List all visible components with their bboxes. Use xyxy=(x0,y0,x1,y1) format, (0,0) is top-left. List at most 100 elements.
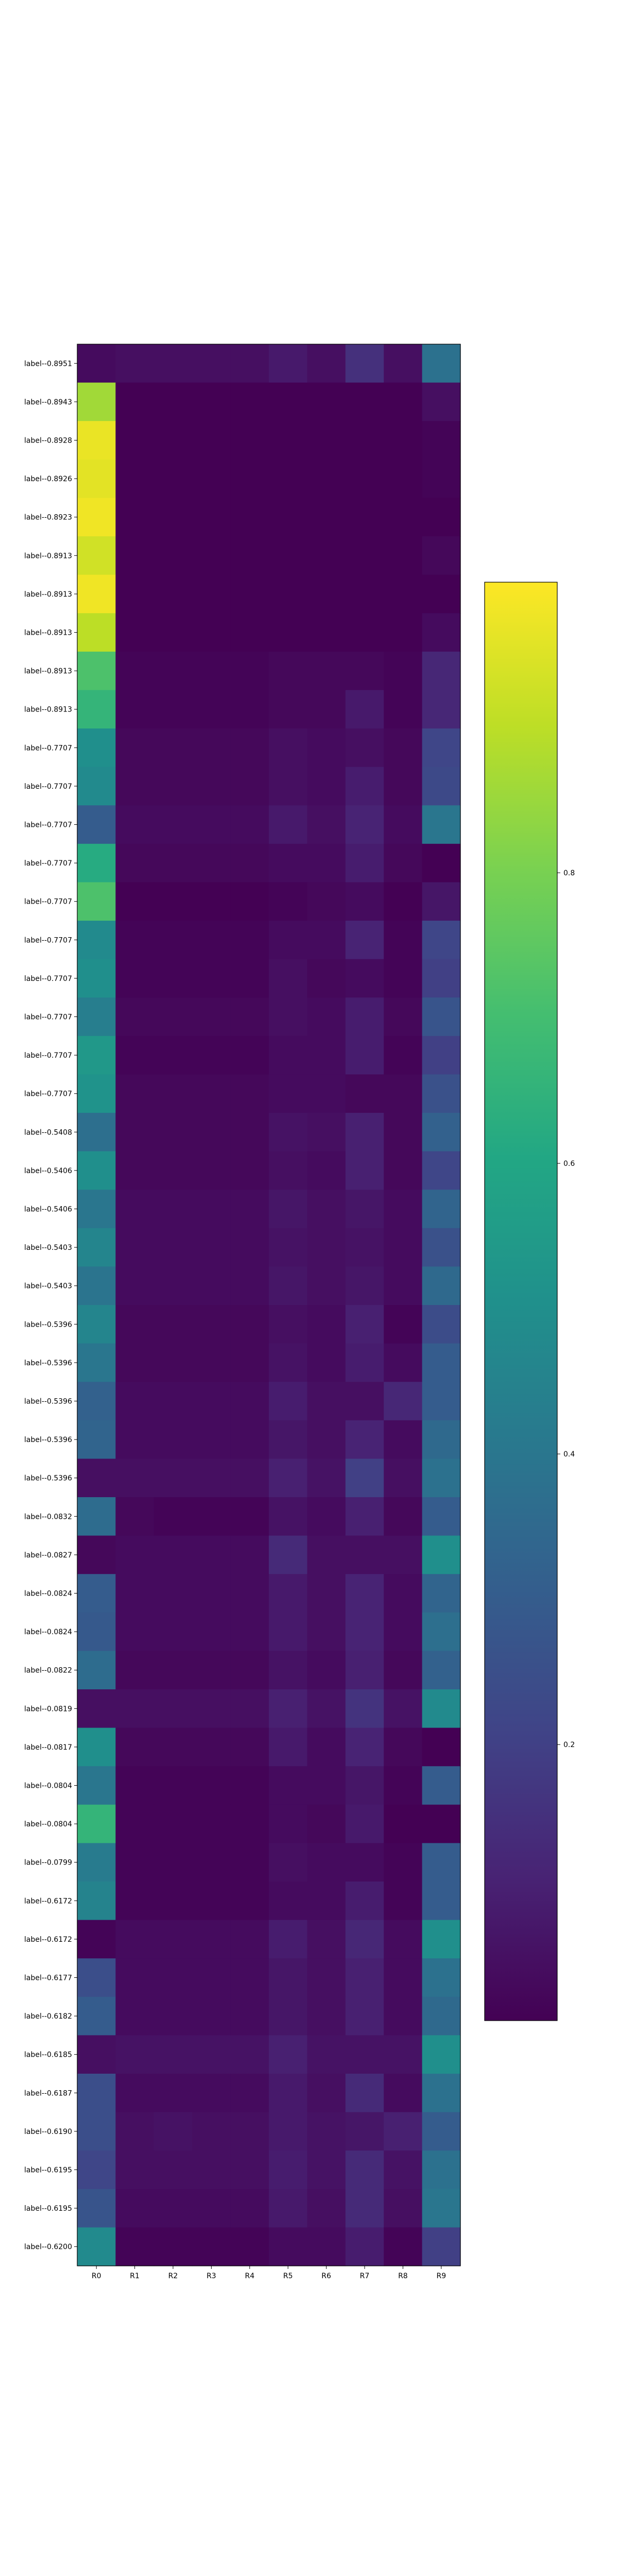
heatmap-cell xyxy=(153,2074,193,2113)
heatmap-cell xyxy=(77,1958,116,1997)
row-tick-label: label--0.0827 xyxy=(24,1551,72,1560)
heatmap-cell xyxy=(115,2227,154,2266)
heatmap-cell xyxy=(422,882,461,921)
heatmap-cell xyxy=(307,1036,346,1075)
heatmap-cell xyxy=(230,1612,269,1651)
heatmap-cell xyxy=(115,651,154,690)
plot-area-frame xyxy=(77,344,461,2266)
heatmap-cell xyxy=(192,767,231,806)
heatmap-cell xyxy=(77,690,116,729)
heatmap-cell xyxy=(192,2074,231,2113)
heatmap-cell xyxy=(115,613,154,652)
row-tick-label: label--0.6187 xyxy=(24,2089,72,2097)
heatmap-cell xyxy=(115,421,154,460)
row-tick-label: label--0.8913 xyxy=(24,667,72,675)
heatmap-cell xyxy=(345,843,384,883)
heatmap-cell xyxy=(422,382,461,421)
heatmap-cell xyxy=(307,1766,346,1805)
heatmap-cell xyxy=(115,459,154,498)
heatmap-cell xyxy=(345,1074,384,1113)
heatmap-cell xyxy=(230,1343,269,1382)
heatmap-cell xyxy=(115,1113,154,1152)
row-tick-label: label--0.5396 xyxy=(24,1475,72,1483)
heatmap-cell xyxy=(307,2189,346,2228)
row-tick-label: label--0.5396 xyxy=(24,1320,72,1329)
heatmap-cell xyxy=(345,2189,384,2228)
heatmap-cell xyxy=(307,767,346,806)
heatmap-cell xyxy=(422,1612,461,1651)
heatmap-cell xyxy=(307,1843,346,1882)
heatmap-cell xyxy=(153,1036,193,1075)
column-tick-label: R1 xyxy=(130,2272,140,2280)
heatmap-cell xyxy=(77,1727,116,1767)
heatmap-cell xyxy=(422,767,461,806)
heatmap-cell xyxy=(345,2150,384,2190)
heatmap-cell xyxy=(269,690,307,729)
heatmap-cell xyxy=(153,690,193,729)
heatmap-cell xyxy=(230,1882,269,1921)
heatmap-cell xyxy=(422,1843,461,1882)
column-tick-label: R7 xyxy=(360,2272,370,2280)
heatmap-cell xyxy=(192,498,231,537)
heatmap-cell xyxy=(269,2150,307,2190)
row-tick-label: label--0.7707 xyxy=(24,821,72,829)
heatmap-cell xyxy=(307,1113,346,1152)
row-tick-label: label--0.6172 xyxy=(24,1936,72,1944)
heatmap-cell xyxy=(192,1266,231,1306)
heatmap-cell xyxy=(422,2035,461,2074)
heatmap-cell xyxy=(269,613,307,652)
heatmap-cell xyxy=(307,1920,346,1959)
heatmap-cell xyxy=(230,1996,269,2036)
heatmap-cell xyxy=(153,651,193,690)
heatmap-cell xyxy=(384,767,423,806)
heatmap-cell xyxy=(345,2074,384,2113)
heatmap-cell xyxy=(345,1996,384,2036)
heatmap-cell xyxy=(269,498,307,537)
heatmap-cell xyxy=(384,1497,423,1536)
heatmap-cell xyxy=(192,805,231,844)
heatmap-cell xyxy=(422,2112,461,2151)
heatmap-cell xyxy=(269,1804,307,1843)
heatmap-cell xyxy=(422,805,461,844)
heatmap-cell xyxy=(77,344,116,383)
heatmap-cell xyxy=(422,1151,461,1190)
heatmap-cell xyxy=(230,574,269,614)
heatmap-cell xyxy=(345,1497,384,1536)
heatmap-cell xyxy=(345,382,384,421)
heatmap-cell xyxy=(422,690,461,729)
heatmap-cell xyxy=(192,1305,231,1344)
heatmap-cell xyxy=(384,882,423,921)
heatmap-cell xyxy=(384,1190,423,1229)
heatmap-cell xyxy=(422,1305,461,1344)
heatmap-cell xyxy=(422,1382,461,1421)
row-tick-label: label--0.8926 xyxy=(24,475,72,483)
row-tick-label: label--0.7707 xyxy=(24,783,72,791)
heatmap-cell xyxy=(153,1535,193,1574)
heatmap-cell xyxy=(345,1382,384,1421)
row-tick-label: label--0.6195 xyxy=(24,2166,72,2175)
heatmap-cell xyxy=(115,2074,154,2113)
heatmap-cell xyxy=(307,1459,346,1498)
heatmap-cell xyxy=(269,997,307,1037)
heatmap-cell xyxy=(269,1113,307,1152)
heatmap-cell xyxy=(384,651,423,690)
heatmap-cell xyxy=(269,2035,307,2074)
heatmap-cell xyxy=(384,997,423,1037)
heatmap-cell xyxy=(153,882,193,921)
heatmap-cell xyxy=(384,1343,423,1382)
heatmap-cell xyxy=(77,1036,116,1075)
heatmap-cell xyxy=(384,1036,423,1075)
colorbar xyxy=(484,582,558,2021)
heatmap-cell xyxy=(384,2227,423,2266)
heatmap-cell xyxy=(192,1343,231,1382)
heatmap-cell xyxy=(230,536,269,575)
heatmap-cell xyxy=(422,728,461,768)
row-tick-label: label--0.0832 xyxy=(24,1513,72,1521)
heatmap-cell xyxy=(77,1151,116,1190)
heatmap-cell xyxy=(269,1689,307,1728)
heatmap-cell xyxy=(230,1382,269,1421)
heatmap-cell xyxy=(307,574,346,614)
heatmap-cell xyxy=(345,1689,384,1728)
heatmap-cell xyxy=(384,1804,423,1843)
colorbar-tick-label: 0.6 xyxy=(563,1160,575,1168)
